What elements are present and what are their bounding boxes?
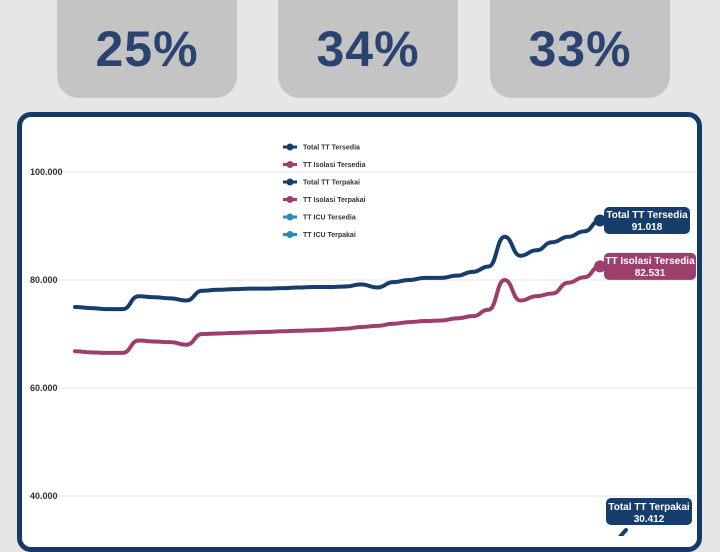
end-label-value: 91.018	[632, 222, 663, 233]
stat-card-3: 33%	[490, 0, 670, 98]
legend-label: Total TT Terpakai	[303, 180, 360, 187]
y-tick-label: 60.000	[30, 383, 58, 393]
end-label-series: Total TT Tersedia	[606, 210, 688, 221]
stat-value: 33%	[528, 21, 632, 77]
end-label-box	[606, 498, 692, 525]
legend-label: TT Isolasi Terpakai	[303, 197, 366, 204]
end-label-series: Total TT Terpakai	[608, 502, 690, 513]
end-label-box	[604, 252, 696, 280]
end-label-value: 30.412	[634, 514, 665, 525]
stat-value: 25%	[95, 21, 199, 77]
chart-panel: 40.000 60.000 80.000 100.000 Total TT Terse…	[17, 112, 702, 552]
series-line	[617, 528, 628, 536]
y-tick-label: 100.000	[30, 167, 63, 177]
legend-swatch-dot	[286, 231, 294, 238]
legend-label: TT Isolasi Tersedia	[303, 162, 366, 169]
end-label-series: TT Isolasi Tersedia	[605, 256, 695, 267]
end-label-value: 82.531	[635, 268, 666, 279]
line-chart: 40.000 60.000 80.000 100.000 Total TT Terse…	[28, 143, 697, 536]
legend-label: TT ICU Terpakai	[303, 232, 356, 239]
end-label-box	[604, 207, 690, 235]
series-line	[73, 264, 602, 355]
legend-swatch-dot	[286, 213, 294, 221]
stat-card-2: 34%	[278, 0, 458, 98]
stat-card-1: 25%	[57, 0, 237, 98]
series-endpoint	[594, 260, 606, 273]
y-tick-label: 80.000	[30, 275, 58, 285]
legend-label: Total TT Tersedia	[303, 145, 360, 152]
legend-label: TT ICU Tersedia	[303, 215, 356, 222]
legend-swatch-dot	[286, 196, 294, 203]
legend-swatch-dot	[286, 178, 294, 186]
legend-swatch-dot	[286, 143, 294, 151]
legend-swatch-dot	[286, 161, 294, 168]
series-line	[73, 218, 602, 312]
series-endpoint	[594, 214, 606, 227]
y-tick-label: 40.000	[30, 491, 58, 501]
stat-value: 34%	[316, 21, 420, 77]
